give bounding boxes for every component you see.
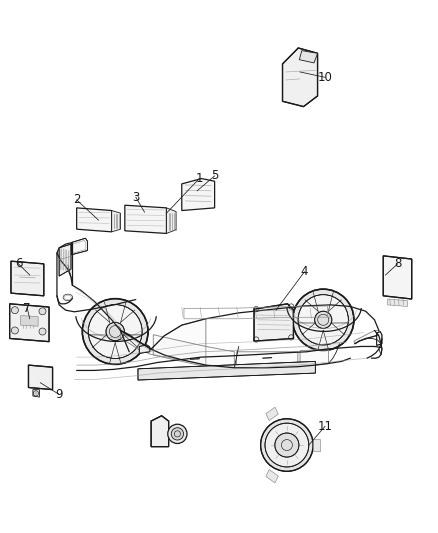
Polygon shape bbox=[182, 179, 215, 211]
Circle shape bbox=[168, 424, 187, 443]
Circle shape bbox=[314, 311, 332, 328]
Text: 5: 5 bbox=[211, 169, 218, 182]
Text: 6: 6 bbox=[14, 257, 22, 270]
Polygon shape bbox=[237, 352, 298, 368]
Polygon shape bbox=[299, 51, 318, 63]
Polygon shape bbox=[377, 332, 382, 345]
Text: 3: 3 bbox=[132, 191, 139, 204]
Polygon shape bbox=[112, 211, 120, 232]
Text: 8: 8 bbox=[394, 257, 401, 270]
Circle shape bbox=[11, 306, 18, 314]
Circle shape bbox=[275, 433, 299, 457]
Text: 10: 10 bbox=[318, 71, 332, 84]
Polygon shape bbox=[354, 330, 379, 344]
Polygon shape bbox=[300, 349, 328, 367]
Text: 1: 1 bbox=[195, 172, 203, 185]
Circle shape bbox=[298, 295, 348, 345]
Circle shape bbox=[82, 298, 148, 365]
Circle shape bbox=[11, 327, 18, 334]
Circle shape bbox=[261, 419, 313, 471]
Polygon shape bbox=[77, 208, 112, 232]
Polygon shape bbox=[138, 361, 315, 380]
Polygon shape bbox=[254, 304, 293, 341]
Polygon shape bbox=[120, 319, 206, 365]
Text: 7: 7 bbox=[23, 302, 31, 314]
Circle shape bbox=[106, 322, 124, 341]
Circle shape bbox=[265, 423, 309, 467]
Text: 4: 4 bbox=[300, 265, 308, 278]
Polygon shape bbox=[153, 335, 234, 368]
Polygon shape bbox=[28, 365, 53, 390]
Circle shape bbox=[171, 427, 184, 440]
Polygon shape bbox=[59, 244, 71, 276]
Polygon shape bbox=[166, 208, 176, 233]
Polygon shape bbox=[71, 238, 88, 255]
Circle shape bbox=[88, 304, 142, 359]
Polygon shape bbox=[383, 256, 412, 299]
Polygon shape bbox=[283, 48, 318, 107]
Circle shape bbox=[293, 289, 354, 351]
Polygon shape bbox=[21, 316, 38, 326]
Polygon shape bbox=[266, 470, 278, 483]
Text: 2: 2 bbox=[73, 193, 81, 206]
Polygon shape bbox=[10, 304, 49, 342]
Polygon shape bbox=[125, 205, 166, 233]
Polygon shape bbox=[11, 261, 44, 296]
Circle shape bbox=[39, 308, 46, 315]
Text: 9: 9 bbox=[55, 388, 63, 401]
Polygon shape bbox=[388, 299, 407, 306]
Polygon shape bbox=[266, 407, 278, 421]
Polygon shape bbox=[151, 416, 169, 447]
Polygon shape bbox=[33, 390, 39, 397]
Polygon shape bbox=[313, 439, 320, 451]
Circle shape bbox=[39, 328, 46, 335]
Text: 11: 11 bbox=[318, 420, 332, 433]
Polygon shape bbox=[139, 345, 150, 353]
